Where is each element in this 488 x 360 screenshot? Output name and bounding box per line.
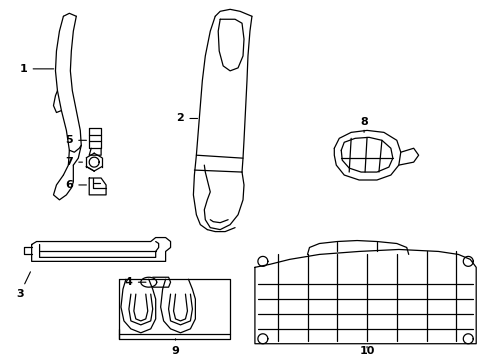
Text: 7: 7 (65, 157, 82, 167)
Text: 9: 9 (171, 339, 179, 356)
Text: 6: 6 (65, 180, 86, 190)
Text: 8: 8 (360, 117, 367, 132)
Text: 5: 5 (65, 135, 86, 145)
Text: 4: 4 (125, 277, 145, 287)
Text: 1: 1 (20, 64, 54, 74)
Text: 10: 10 (359, 346, 374, 356)
Text: 3: 3 (16, 272, 30, 299)
Text: 2: 2 (176, 113, 197, 123)
